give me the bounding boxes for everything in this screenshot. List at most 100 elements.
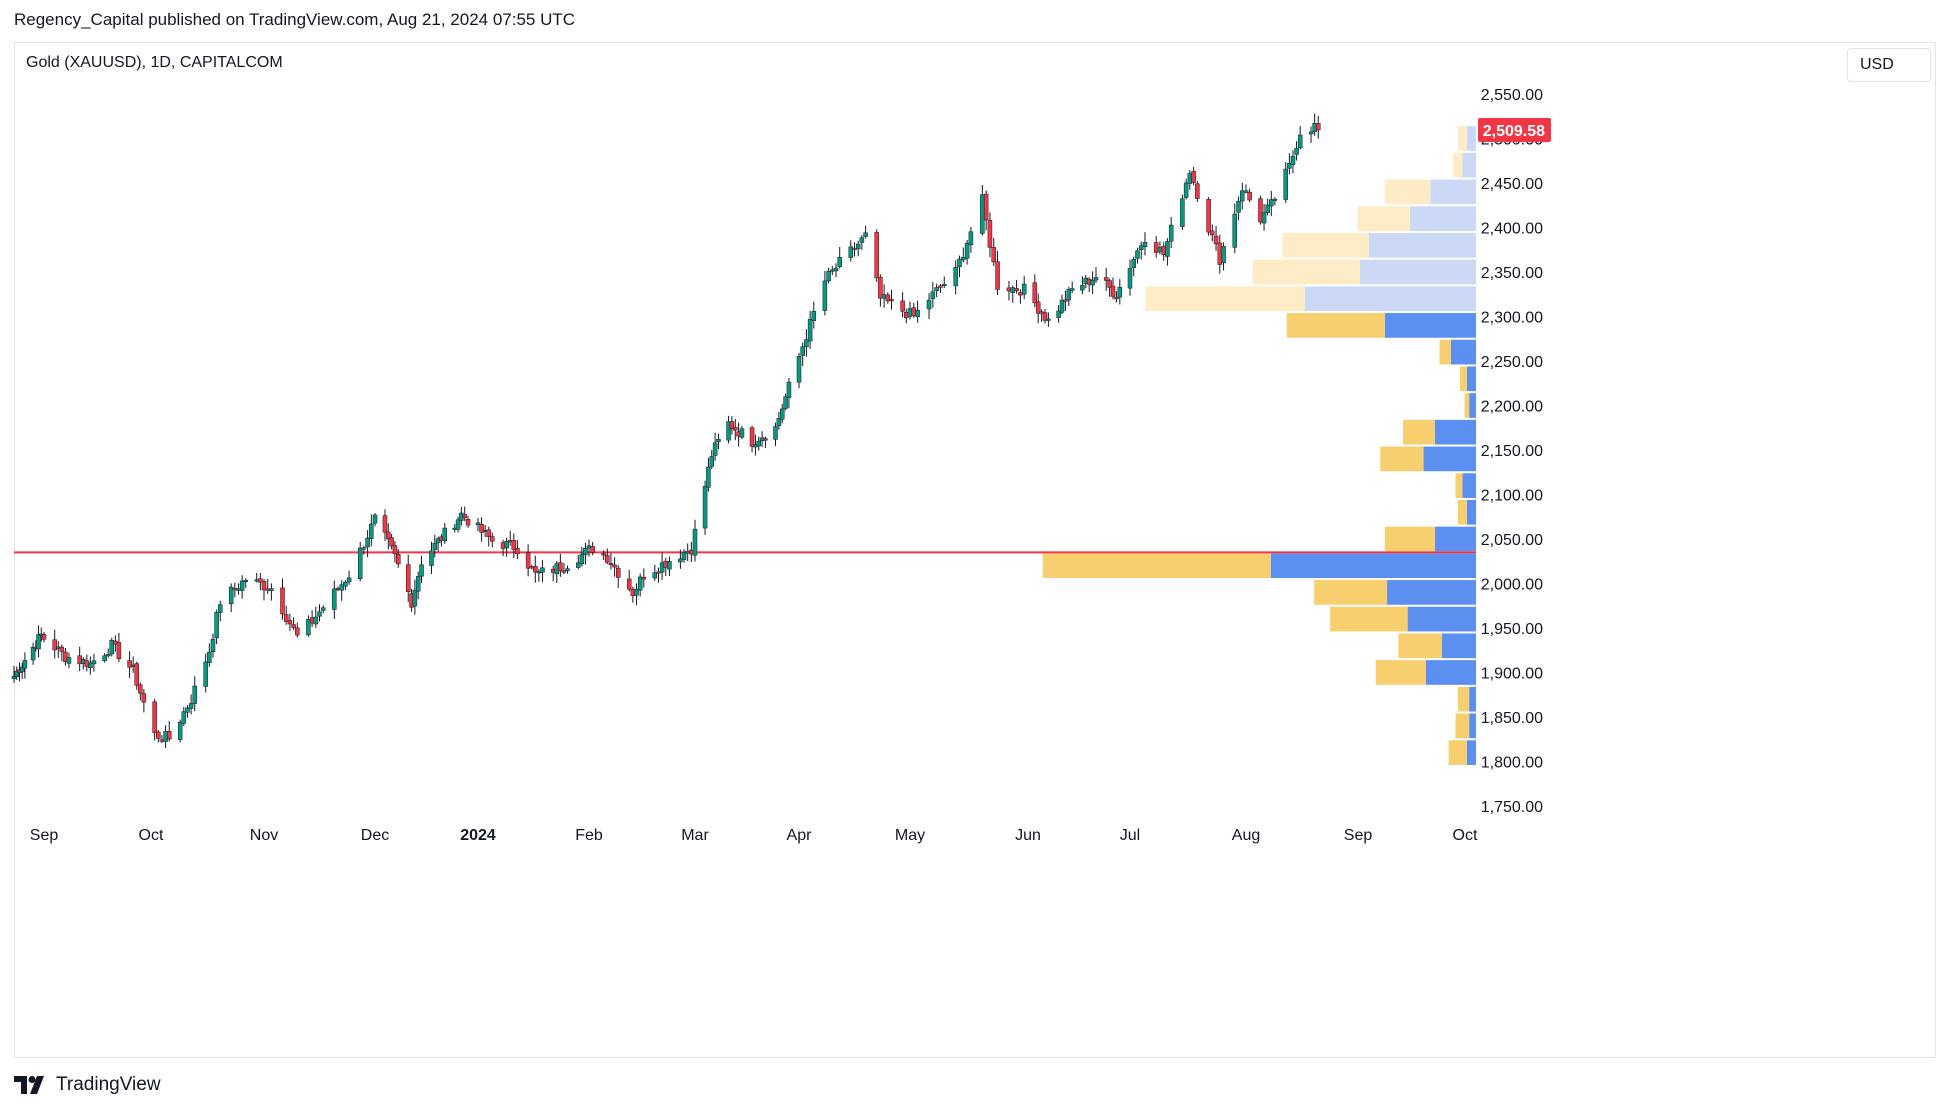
candle-body — [586, 545, 592, 549]
volume-profile-up-bar — [1466, 499, 1476, 525]
candle-body — [1080, 285, 1085, 291]
candle-body — [105, 654, 111, 657]
candle-body — [1210, 230, 1215, 236]
time-tick-label: Jul — [1120, 827, 1140, 844]
candle-body — [1010, 287, 1016, 293]
time-tick-label: Dec — [361, 827, 389, 844]
tradingview-wordmark: TradingView — [56, 1074, 161, 1095]
candle-body — [141, 693, 147, 703]
candle-body — [773, 426, 778, 440]
volume-profile-up-bar — [1270, 553, 1476, 579]
candle-body — [659, 562, 665, 573]
candle-body — [203, 661, 208, 687]
price-tick-label: 1,850.00 — [1481, 710, 1543, 727]
symbol-title: Gold (XAUUSD), 1D, CAPITALCOM — [26, 54, 283, 71]
volume-profile-down-bar — [1357, 206, 1410, 231]
candle-body — [515, 548, 520, 555]
candle-body — [1042, 312, 1048, 321]
price-axis: 2,550.002,500.002,450.002,400.002,350.00… — [1481, 87, 1543, 816]
candle-body — [177, 721, 183, 740]
candle-body — [804, 339, 809, 348]
candle-body — [1232, 213, 1238, 248]
time-tick-label: 2024 — [460, 827, 496, 844]
candle-body — [938, 285, 943, 288]
candle-body — [511, 540, 517, 551]
candle-body — [763, 438, 768, 441]
volume-profile-down-bar — [1252, 259, 1360, 285]
candle-body — [733, 426, 738, 431]
candle-body — [332, 588, 337, 610]
candle-body — [915, 309, 920, 317]
price-tick-label: 1,900.00 — [1481, 666, 1543, 683]
time-tick-label: Mar — [681, 827, 709, 844]
candle-body — [859, 237, 865, 243]
candle-body — [405, 564, 411, 592]
volume-profile-up-bar — [1469, 686, 1476, 712]
price-tick-label: 2,300.00 — [1481, 310, 1543, 327]
price-tick-label: 1,750.00 — [1481, 799, 1543, 816]
candle-body — [243, 580, 249, 583]
candle-body — [486, 529, 491, 537]
candle-body — [66, 657, 72, 664]
candle-body — [339, 584, 344, 591]
candle-body — [52, 639, 57, 651]
candle-body — [968, 231, 974, 246]
time-tick-label: Jun — [1015, 827, 1041, 844]
candle-body — [663, 561, 669, 568]
candle-body — [681, 552, 687, 560]
candle-body — [826, 271, 831, 282]
candle-body — [442, 527, 448, 542]
volume-profile-up-bar — [1466, 740, 1476, 765]
tradingview-brand[interactable]: TradingView — [14, 1074, 161, 1096]
candle-body — [317, 611, 322, 617]
candle-body — [1294, 148, 1299, 155]
candle-body — [1110, 285, 1116, 297]
candle-body — [392, 545, 398, 554]
candle-body — [980, 194, 985, 234]
candle-body — [465, 519, 471, 526]
candle-body — [889, 299, 894, 302]
candle-body — [1131, 259, 1136, 268]
candle-body — [934, 287, 939, 292]
candle-body — [729, 421, 735, 429]
candle-body — [533, 565, 538, 573]
price-tick-label: 1,800.00 — [1481, 755, 1543, 772]
candle-body — [102, 655, 107, 662]
candle-body — [261, 581, 267, 591]
volume-profile-down-bar — [1314, 580, 1388, 605]
candle-body — [626, 578, 632, 590]
candle-body — [14, 670, 19, 677]
candle-body — [1180, 198, 1185, 227]
candle-body — [228, 586, 234, 605]
volume-profile-up-bar — [1407, 606, 1476, 632]
candle-body — [863, 232, 868, 237]
candle-body — [1103, 277, 1109, 281]
candle-body — [739, 428, 745, 438]
candle-body — [957, 258, 962, 268]
candle-body — [641, 576, 647, 580]
publisher-caption: Regency_Capital published on TradingView… — [14, 10, 576, 29]
candle-body — [786, 381, 792, 399]
candle-body — [796, 355, 802, 383]
candle-body — [36, 634, 41, 650]
time-tick-label: May — [895, 827, 925, 844]
candle-body — [749, 427, 755, 447]
candle-body — [504, 540, 509, 549]
candle-body — [689, 549, 694, 555]
candle-body — [904, 312, 909, 319]
currency-selector[interactable]: USD — [1847, 48, 1931, 82]
volume-profile-down-bar — [1439, 339, 1451, 365]
candle-body — [1014, 288, 1019, 292]
candle-body — [652, 572, 658, 579]
candle-body — [605, 555, 610, 563]
volume-profile-up-bar — [1441, 633, 1476, 659]
candle-body — [1195, 183, 1200, 199]
candle-body — [685, 550, 690, 554]
volume-profile-down-bar — [1380, 446, 1424, 472]
candle-body — [900, 300, 905, 312]
candle-body — [156, 731, 161, 739]
candle-body — [269, 588, 274, 592]
candle-body — [1272, 198, 1278, 201]
candle-body — [1035, 301, 1041, 314]
